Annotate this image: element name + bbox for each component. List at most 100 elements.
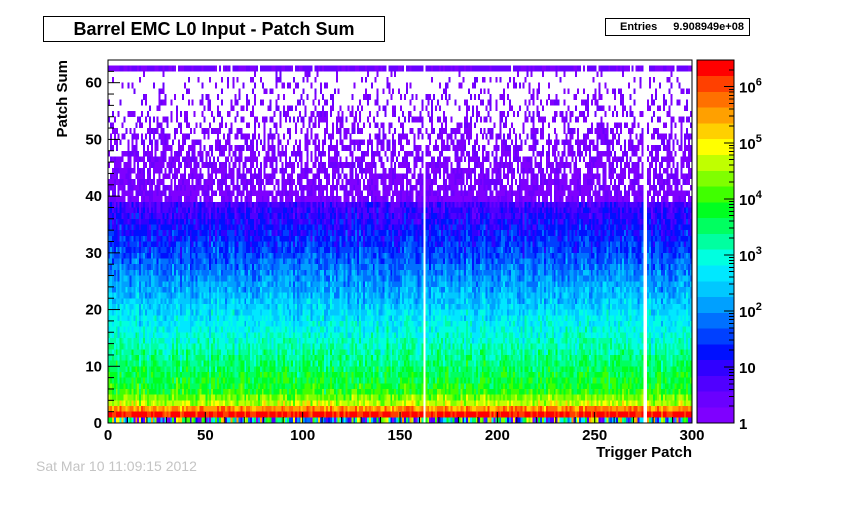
- heatmap-cell: [224, 230, 227, 236]
- heatmap-cell: [195, 173, 198, 180]
- heatmap-cell: [174, 218, 177, 225]
- heatmap-cell: [255, 65, 258, 72]
- heatmap-cell: [109, 258, 112, 265]
- heatmap-cell: [133, 405, 136, 412]
- heatmap-cell: [141, 196, 144, 202]
- heatmap-cell: [244, 377, 247, 384]
- heatmap-cell: [254, 332, 256, 338]
- heatmap-cell: [164, 388, 167, 395]
- heatmap-cell: [226, 133, 229, 140]
- heatmap-cell: [129, 196, 132, 202]
- heatmap-cell: [217, 394, 220, 401]
- heatmap-cell: [211, 349, 214, 355]
- heatmap-cell: [195, 162, 198, 168]
- heatmap-cell: [178, 235, 181, 242]
- heatmap-cell: [185, 65, 188, 72]
- heatmap-cell: [254, 275, 256, 282]
- heatmap-cell: [246, 230, 249, 236]
- heatmap-cell: [255, 405, 258, 412]
- heatmap-cell: [228, 309, 231, 316]
- heatmap-cell: [298, 326, 301, 333]
- heatmap-cell: [144, 133, 147, 140]
- heatmap-cell: [189, 128, 192, 134]
- heatmap-cell: [220, 298, 223, 304]
- heatmap-cell: [162, 224, 165, 231]
- heatmap-cell: [287, 105, 290, 112]
- heatmap-cell: [275, 303, 278, 310]
- heatmap-cell: [228, 145, 231, 151]
- heatmap-cell: [298, 388, 301, 395]
- heatmap-cell: [294, 417, 297, 424]
- heatmap-cell: [263, 292, 266, 299]
- heatmap-cell: [195, 252, 198, 259]
- heatmap-cell: [277, 252, 280, 259]
- heatmap-cell: [148, 343, 151, 350]
- heatmap-cell: [228, 230, 231, 236]
- heatmap-cell: [232, 218, 235, 225]
- heatmap-cell: [197, 77, 200, 83]
- heatmap-cell: [156, 269, 159, 276]
- heatmap-cell: [164, 411, 167, 418]
- heatmap-cell: [135, 411, 138, 418]
- heatmap-cell: [257, 207, 260, 214]
- heatmap-cell: [271, 156, 274, 163]
- heatmap-cell: [176, 128, 179, 134]
- heatmap-cell: [109, 179, 112, 185]
- heatmap-cell: [226, 247, 229, 253]
- heatmap-cell: [213, 405, 216, 412]
- heatmap-cell: [273, 184, 276, 191]
- heatmap-cell: [211, 417, 214, 424]
- heatmap-cell: [109, 281, 112, 287]
- heatmap-cell: [271, 65, 274, 72]
- heatmap-cell: [174, 349, 177, 355]
- heatmap-cell: [252, 417, 255, 424]
- heatmap-cell: [156, 264, 159, 270]
- heatmap-cell: [115, 218, 118, 225]
- heatmap-cell: [279, 360, 282, 367]
- heatmap-cell: [108, 337, 110, 344]
- heatmap-cell: [252, 88, 255, 95]
- heatmap-cell: [189, 354, 192, 361]
- heatmap-cell: [180, 252, 183, 259]
- heatmap-cell: [193, 173, 196, 180]
- heatmap-cell: [242, 281, 245, 287]
- heatmap-cell: [254, 303, 256, 310]
- heatmap-cell: [283, 150, 286, 157]
- heatmap-cell: [168, 383, 171, 390]
- heatmap-cell: [281, 417, 284, 424]
- heatmap-cell: [113, 354, 116, 361]
- heatmap-cell: [230, 400, 233, 407]
- heatmap-cell: [129, 354, 132, 361]
- heatmap-cell: [174, 150, 177, 157]
- heatmap-cell: [250, 292, 253, 299]
- heatmap-cell: [181, 400, 184, 407]
- heatmap-cell: [255, 162, 258, 168]
- heatmap-cell: [277, 281, 280, 287]
- heatmap-cell: [254, 156, 256, 163]
- heatmap-cell: [152, 269, 155, 276]
- heatmap-cell: [246, 281, 249, 287]
- heatmap-cell: [275, 190, 278, 197]
- heatmap-cell: [228, 354, 231, 361]
- heatmap-cell: [197, 315, 200, 321]
- heatmap-cell: [279, 354, 282, 361]
- heatmap-cell: [131, 150, 134, 157]
- heatmap-cell: [168, 196, 171, 202]
- heatmap-cell: [277, 77, 280, 83]
- heatmap-cell: [180, 371, 183, 378]
- heatmap-cell: [283, 377, 286, 384]
- heatmap-cell: [220, 366, 223, 372]
- heatmap-cell: [183, 326, 186, 333]
- heatmap-cell: [269, 224, 272, 231]
- heatmap-cell: [209, 252, 212, 259]
- heatmap-cell: [292, 258, 295, 265]
- heatmap-cell: [168, 281, 171, 287]
- heatmap-cell: [232, 150, 235, 157]
- heatmap-cell: [164, 292, 167, 299]
- heatmap-cell: [162, 71, 165, 78]
- heatmap-cell: [164, 281, 167, 287]
- heatmap-cell: [156, 354, 159, 361]
- heatmap-cell: [187, 417, 190, 424]
- heatmap-cell: [121, 258, 124, 265]
- heatmap-cell: [279, 252, 282, 259]
